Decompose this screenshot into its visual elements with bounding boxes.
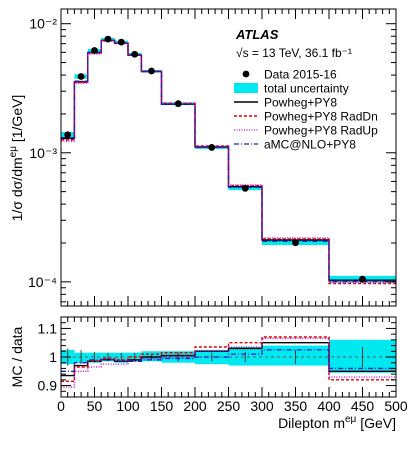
x-tick-label: 300 xyxy=(250,398,274,414)
legend-label-powheg: Powheg+PY8 xyxy=(264,96,337,110)
main-y-tick-label: 10⁻³ xyxy=(29,145,57,161)
data-point xyxy=(241,184,249,192)
energy-label: √s = 13 TeV, 36.1 fb⁻¹ xyxy=(236,46,352,60)
ratio-y-axis-label: MC / data xyxy=(9,326,25,387)
data-point xyxy=(292,239,299,247)
x-tick-label: 250 xyxy=(217,398,241,414)
x-tick-label: 400 xyxy=(317,398,341,414)
ratio-x-ticks: 0 50 100 150 200 250 300 350 400 450 500 xyxy=(57,317,408,414)
data-point xyxy=(148,67,155,75)
ratio-panel: 0.9 1 1.1 0 50 100 150 200 250 300 350 400 450 500 M… xyxy=(9,316,408,431)
x-tick-label: 150 xyxy=(150,398,174,414)
ratio-y-ticks: 0.9 1 1.1 xyxy=(38,316,396,398)
legend-label-radup: Powheg+PY8 RadUp xyxy=(264,124,378,138)
x-tick-label: 50 xyxy=(87,398,103,414)
main-prediction-lines xyxy=(61,39,396,285)
main-y-tick-label: 10⁻² xyxy=(29,16,57,32)
main-y-ticks: 10⁻⁴ 10⁻³ 10⁻² xyxy=(28,16,396,303)
data-point xyxy=(117,38,125,46)
legend-label-unc: total uncertainty xyxy=(264,82,349,96)
ratio-y-tick-label: 1 xyxy=(49,349,57,365)
x-tick-label: 350 xyxy=(284,398,308,414)
data-point xyxy=(174,100,182,108)
x-tick-label: 450 xyxy=(351,398,375,414)
data-point xyxy=(77,73,85,80)
main-series-amc xyxy=(61,39,396,282)
main-x-ticks xyxy=(60,9,397,306)
ratio-y-tick-label: 1.1 xyxy=(38,320,58,336)
main-series-radup xyxy=(61,40,396,284)
data-point xyxy=(64,131,72,139)
ratio-series-amc xyxy=(61,349,396,372)
legend-marker-uncertainty xyxy=(234,83,258,93)
legend-label-amc: aMC@NLO+PY8 xyxy=(264,138,356,152)
data-point xyxy=(91,47,98,54)
legend-label-raddn: Powheg+PY8 RadDn xyxy=(264,110,378,124)
x-tick-label: 0 xyxy=(57,398,65,414)
main-y-axis-label: 1/σ dσ/dmeμ [1/GeV] xyxy=(8,95,25,222)
data-point xyxy=(208,144,216,151)
ratio-y-tick-label: 0.9 xyxy=(38,378,58,394)
ratio-series-radup xyxy=(61,337,396,388)
x-tick-label: 200 xyxy=(183,398,207,414)
ratio-prediction-lines xyxy=(61,336,396,388)
main-panel: 10⁻⁴ 10⁻³ 10⁻² ATLAS √s = 13 TeV, 36.1 fb⁻… xyxy=(8,8,397,307)
data-point xyxy=(131,50,139,58)
x-tick-label: 100 xyxy=(116,398,140,414)
x-tick-label: 500 xyxy=(384,398,408,414)
legend-label-data: Data 2015-16 xyxy=(264,68,337,82)
data-point xyxy=(104,35,112,43)
legend-marker-data xyxy=(242,70,250,78)
x-axis-label: Dilepton meμ [GeV] xyxy=(278,414,396,431)
data-point xyxy=(359,275,366,283)
main-y-tick-label: 10⁻⁴ xyxy=(28,274,57,290)
main-data-points xyxy=(64,35,366,283)
atlas-label: ATLAS xyxy=(235,27,279,42)
ratio-series-raddn xyxy=(61,336,396,382)
